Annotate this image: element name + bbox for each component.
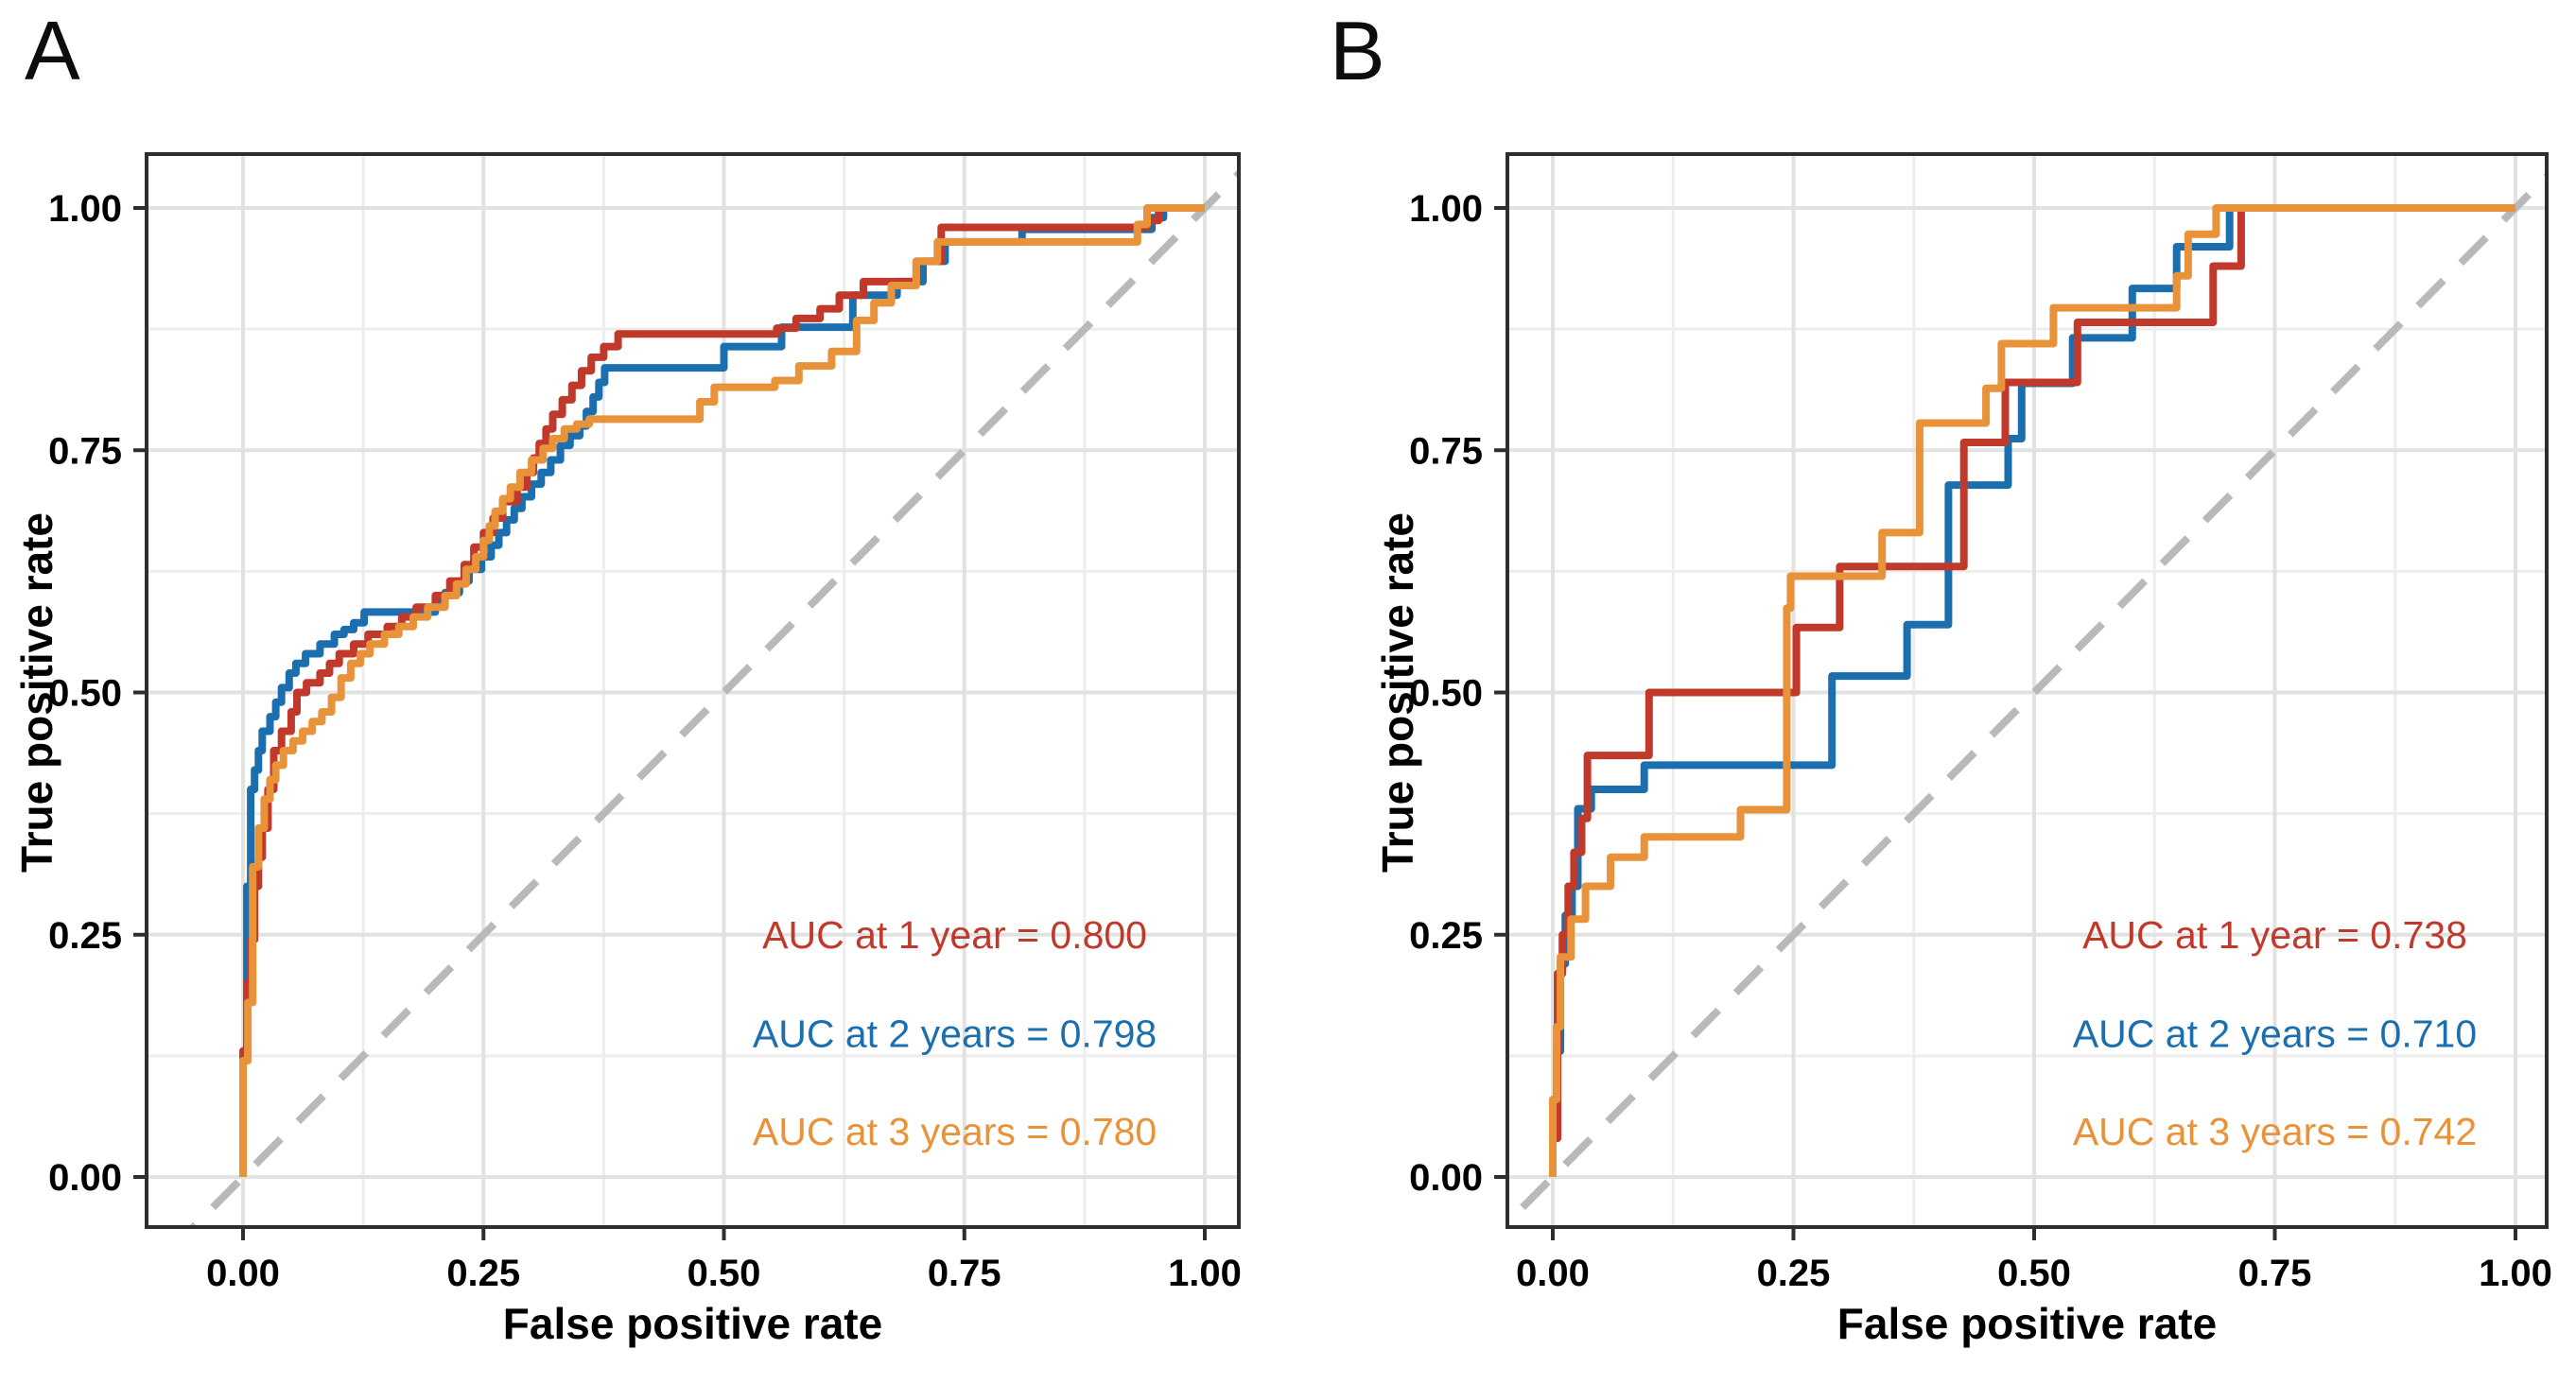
panel-letter-b: B [1330, 4, 1385, 97]
y-axis-title: True positive rate [12, 512, 61, 873]
diagonal-reference-line [1507, 171, 2547, 1227]
roc-panel-b: 0.00 0.25 0.50 0.75 1.00 0.00 0.25 0.50 0.75 1.00… [1373, 152, 2552, 1348]
y-tick-label: 1.00 [1409, 188, 1483, 230]
roc-curve-auc-at-1-year [1549, 204, 2515, 1177]
y-tick-label: 0.00 [48, 1157, 122, 1199]
y-tick-label: 0.50 [1409, 673, 1483, 715]
auc-annotation: AUC at 2 years = 0.798 [753, 1012, 1157, 1055]
x-tick-label: 0.00 [206, 1253, 280, 1294]
y-tick-label: 0.50 [48, 673, 122, 715]
x-tick-label: 0.25 [446, 1253, 520, 1294]
x-tick-label: 0.00 [1516, 1253, 1590, 1294]
x-tick-label: 0.75 [2238, 1253, 2312, 1294]
y-tick-label: 1.00 [48, 188, 122, 230]
y-axis-title: True positive rate [1373, 512, 1422, 873]
y-tick-label: 0.25 [1409, 915, 1483, 957]
x-tick-label: 0.50 [688, 1253, 761, 1294]
x-axis-title: False positive rate [1837, 1299, 2217, 1348]
y-tick-label: 0.75 [48, 430, 122, 472]
auc-annotation: AUC at 3 years = 0.780 [753, 1110, 1157, 1153]
auc-annotation: AUC at 1 year = 0.800 [762, 913, 1147, 957]
y-tick-label: 0.75 [1409, 430, 1483, 472]
x-tick-label: 0.25 [1757, 1253, 1831, 1294]
x-tick-label: 0.50 [1997, 1253, 2071, 1294]
panel-letter-a: A [25, 4, 80, 97]
roc-panel-a: 0.00 0.25 0.50 0.75 1.00 0.00 0.25 0.50 0.75 1.00… [12, 152, 1242, 1348]
x-tick-label: 1.00 [2479, 1253, 2552, 1294]
auc-annotation: AUC at 3 years = 0.742 [2073, 1110, 2477, 1153]
x-tick-label: 1.00 [1168, 1253, 1242, 1294]
y-tick-label: 0.25 [48, 915, 122, 957]
x-axis-title: False positive rate [503, 1299, 882, 1348]
roc-curve-auc-at-2-years [239, 204, 1205, 1177]
diagonal-reference-line [187, 168, 1239, 1227]
auc-annotation: AUC at 1 year = 0.738 [2082, 913, 2467, 957]
y-tick-label: 0.00 [1409, 1157, 1483, 1199]
x-tick-label: 0.75 [928, 1253, 1001, 1294]
roc-curve-auc-at-3-years [239, 204, 1205, 1177]
auc-annotation: AUC at 2 years = 0.710 [2073, 1012, 2477, 1055]
roc-curve-auc-at-3-years [1549, 204, 2515, 1177]
